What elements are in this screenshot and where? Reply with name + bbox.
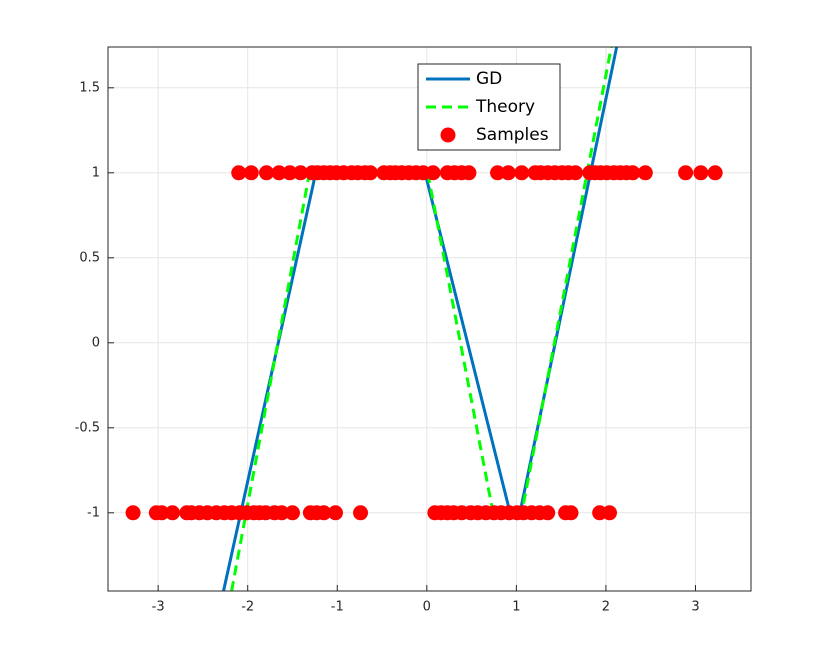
legend-label: GD <box>476 69 502 89</box>
y-tick-label: 1 <box>92 165 100 180</box>
legend: GD Theory Samples <box>417 63 561 151</box>
x-tick-label: 1 <box>512 600 520 615</box>
y-tick-label: 0 <box>92 335 100 350</box>
sample-point <box>540 505 556 521</box>
x-tick-label: 3 <box>691 600 699 615</box>
sample-point <box>154 505 170 521</box>
sample-point <box>293 165 309 181</box>
y-tick-label: 1.5 <box>79 80 100 95</box>
sample-point <box>707 165 723 181</box>
x-tick-label: 2 <box>602 600 610 615</box>
sample-point <box>602 505 618 521</box>
sample-point <box>164 505 180 521</box>
sample-point <box>353 505 369 521</box>
y-tick-label: -0.5 <box>75 420 100 435</box>
sample-point <box>271 165 287 181</box>
sample-point <box>461 165 477 181</box>
x-tick-label: -2 <box>241 600 254 615</box>
sample-point <box>125 505 141 521</box>
sample-point <box>327 505 343 521</box>
x-tick-label: -1 <box>331 600 344 615</box>
line <box>230 47 613 591</box>
sample-point <box>425 165 441 181</box>
sample-point <box>284 505 300 521</box>
y-tick-label: -1 <box>87 505 100 520</box>
sample-point <box>678 165 694 181</box>
ticks: -3 -2 -1 0 1 2 3 -1 -0.5 0 0.5 1 1.5 <box>75 80 700 614</box>
x-tick-label: -3 <box>152 600 165 615</box>
y-tick-label: 0.5 <box>79 250 100 265</box>
sample-point <box>500 165 516 181</box>
sample-point <box>362 165 378 181</box>
x-tick-label: 0 <box>423 600 431 615</box>
sample-point <box>637 165 653 181</box>
sample-point <box>231 165 247 181</box>
legend-marker <box>440 127 456 143</box>
sample-point <box>316 505 332 521</box>
axes-box <box>107 46 752 592</box>
plot-area <box>125 47 723 591</box>
sample-point <box>563 505 579 521</box>
sample-point <box>282 165 298 181</box>
sample-point <box>567 165 583 181</box>
legend-label: Samples <box>476 125 549 145</box>
sample-point <box>693 165 709 181</box>
sample-point <box>243 165 259 181</box>
sample-point <box>259 165 275 181</box>
legend-label: Theory <box>475 97 535 117</box>
sample-point <box>274 505 290 521</box>
sample-point <box>514 165 530 181</box>
sample-point <box>625 165 641 181</box>
sample-point <box>490 165 506 181</box>
